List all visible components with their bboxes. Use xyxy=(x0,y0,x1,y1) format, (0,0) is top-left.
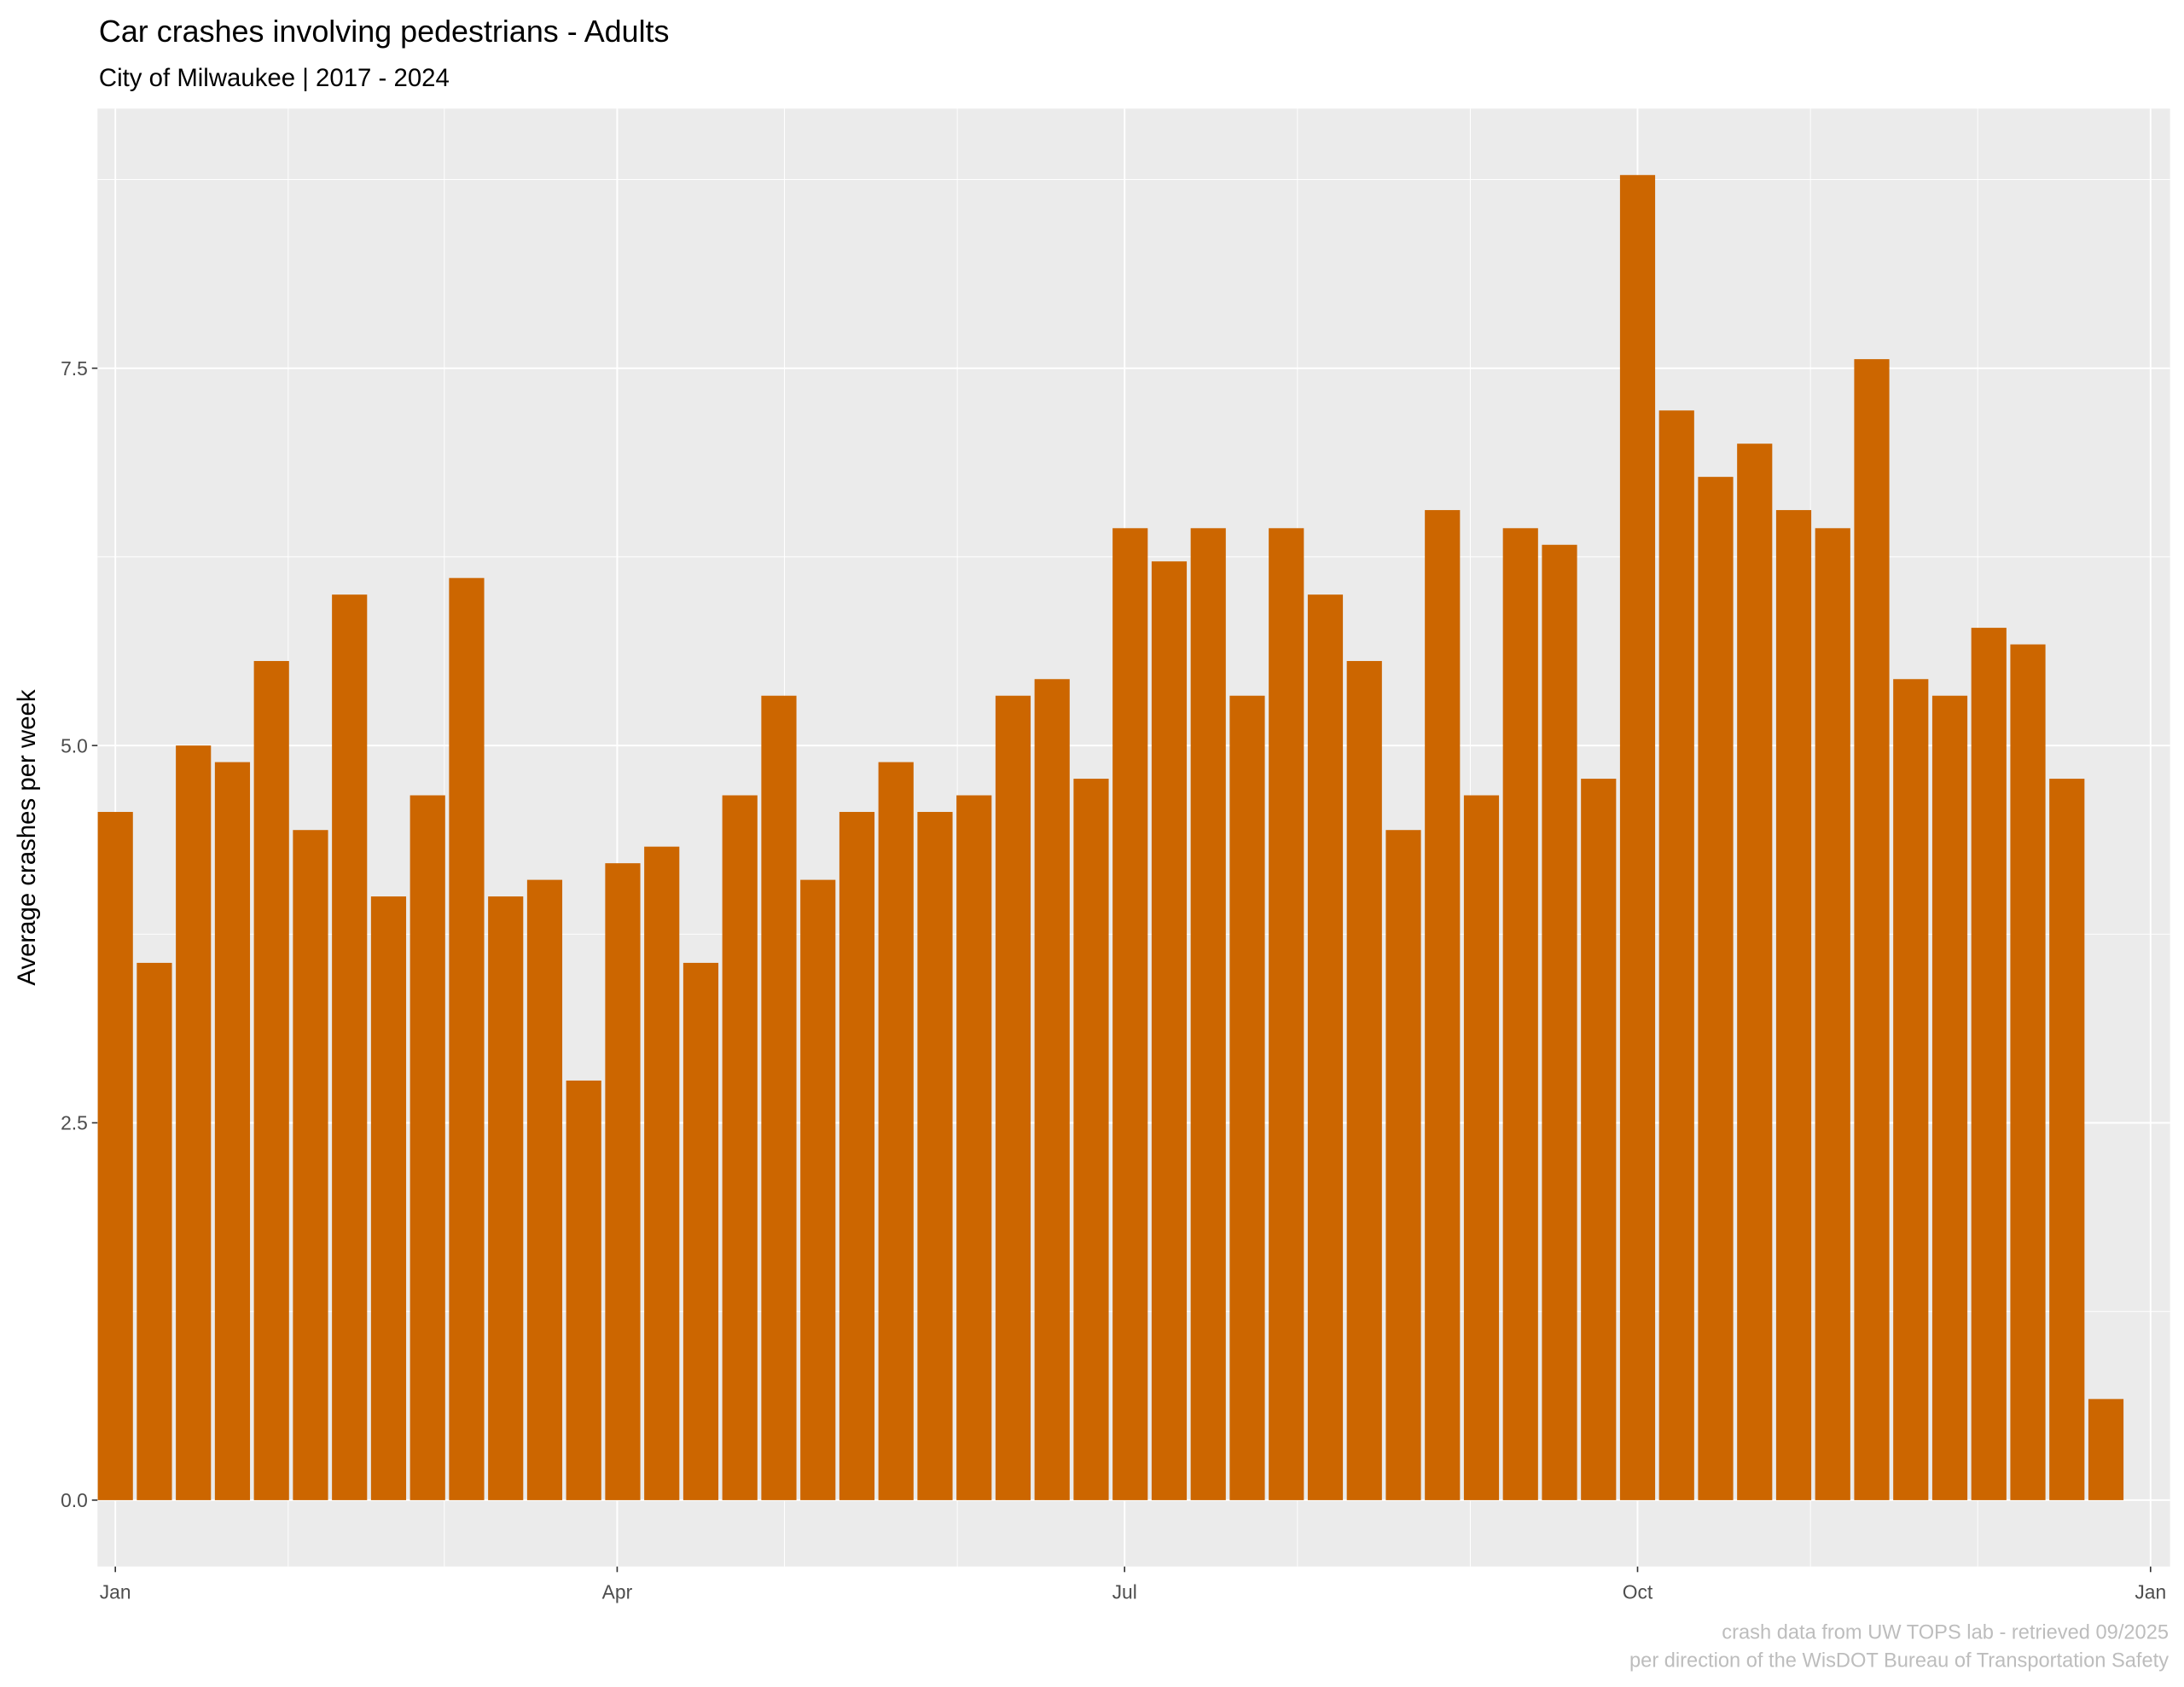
bar xyxy=(2088,1399,2124,1500)
bar xyxy=(1307,594,1344,1500)
x-tick-label: Jan xyxy=(100,1580,131,1603)
bar xyxy=(293,830,328,1500)
bar xyxy=(956,795,992,1500)
caption-line-1: crash data from UW TOPS lab - retrieved … xyxy=(1722,1622,2169,1644)
bar xyxy=(332,594,368,1500)
bar xyxy=(605,863,641,1500)
bar xyxy=(488,896,524,1500)
bar xyxy=(1385,830,1421,1500)
bar xyxy=(761,695,797,1500)
x-tick-label: Jul xyxy=(1112,1580,1137,1603)
bar xyxy=(644,846,680,1500)
bar xyxy=(1775,510,1812,1500)
bar xyxy=(1893,679,1929,1500)
bar xyxy=(1346,661,1382,1500)
x-tick-label: Oct xyxy=(1623,1580,1653,1603)
x-axis: Jan Apr Jul Oct Jan xyxy=(100,1566,2166,1603)
bar xyxy=(1463,795,1500,1500)
chart-title: Car crashes involving pedestrians - Adul… xyxy=(99,14,670,49)
bar xyxy=(1815,528,1850,1500)
caption-line-2: per direction of the WisDOT Bureau of Tr… xyxy=(1629,1649,2169,1672)
bar xyxy=(1658,410,1694,1500)
bar xyxy=(800,879,836,1500)
bar xyxy=(1698,477,1734,1500)
bar xyxy=(370,896,407,1500)
x-tick-label: Jan xyxy=(2135,1580,2166,1603)
bar xyxy=(97,811,133,1500)
bar xyxy=(253,661,289,1500)
bar xyxy=(1737,443,1773,1500)
bar xyxy=(995,695,1031,1500)
bar xyxy=(722,795,758,1500)
bar xyxy=(1229,695,1265,1500)
bar xyxy=(1073,779,1109,1500)
bar xyxy=(136,962,172,1500)
y-tick-label: 5.0 xyxy=(61,734,88,757)
x-tick-label: Apr xyxy=(602,1580,633,1603)
y-tick-label: 7.5 xyxy=(61,357,88,380)
bar xyxy=(1190,528,1226,1500)
chart-subtitle: City of Milwaukee | 2017 - 2024 xyxy=(99,64,450,92)
y-tick-label: 0.0 xyxy=(61,1489,88,1511)
bar xyxy=(176,745,212,1500)
y-axis-label: Average crashes per week xyxy=(13,689,41,986)
bar xyxy=(214,762,251,1500)
bar xyxy=(1112,528,1148,1500)
bar xyxy=(878,762,914,1500)
bar xyxy=(1502,528,1538,1500)
bar xyxy=(1034,679,1070,1500)
bar xyxy=(1151,561,1188,1500)
bar xyxy=(839,811,875,1500)
bars xyxy=(97,175,2124,1500)
bar xyxy=(1971,628,2007,1500)
bar xyxy=(1931,695,1968,1500)
bar xyxy=(1269,528,1304,1500)
bar xyxy=(1619,175,1656,1500)
bar xyxy=(2049,779,2085,1500)
bar xyxy=(1581,779,1617,1500)
y-tick-label: 2.5 xyxy=(61,1112,88,1134)
bar xyxy=(566,1080,601,1500)
bar xyxy=(682,962,719,1500)
y-axis: 0.0 2.5 5.0 7.5 xyxy=(61,357,98,1511)
bar xyxy=(1542,544,1577,1500)
bar xyxy=(917,811,953,1500)
bar xyxy=(1854,359,1890,1500)
bar xyxy=(526,879,563,1500)
bar xyxy=(1425,510,1461,1500)
bar xyxy=(2010,644,2046,1500)
bar xyxy=(449,577,485,1500)
bar xyxy=(410,795,445,1500)
